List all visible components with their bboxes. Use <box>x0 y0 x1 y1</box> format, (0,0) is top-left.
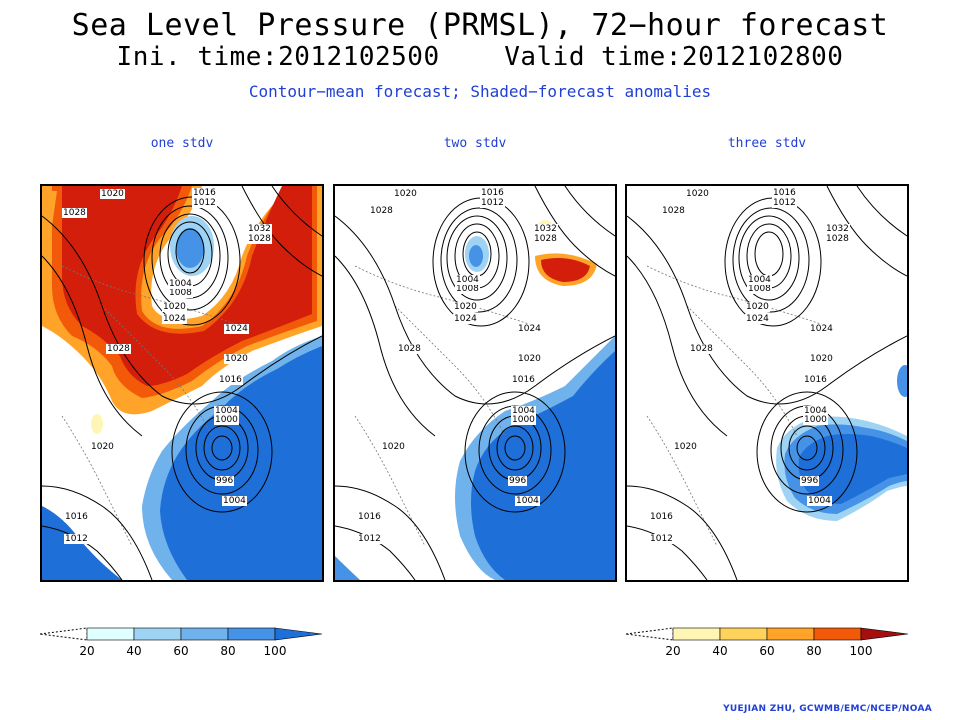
contour-label: 1024 <box>809 324 834 334</box>
contour-label: 1016 <box>480 188 505 198</box>
contour-label: 996 <box>508 476 528 486</box>
contour-label: 1028 <box>62 208 87 218</box>
contour-label: 1028 <box>369 206 394 216</box>
contour-label: 1016 <box>64 512 89 522</box>
contour-label: 1004 <box>511 406 536 416</box>
colorbar-tick: 80 <box>220 644 236 658</box>
colorbar-tick: 40 <box>126 644 142 658</box>
contour-label: 1000 <box>214 415 239 425</box>
contour-label: 1004 <box>803 406 828 416</box>
colorbar-negative: 20 40 60 80 100 <box>40 624 330 664</box>
contour-label: 1004 <box>807 496 832 506</box>
contour-label: 996 <box>215 476 235 486</box>
contour-label: 1024 <box>224 324 249 334</box>
contour-label: 1012 <box>772 198 797 208</box>
colorbar-cell <box>86 627 135 641</box>
contour-label: 1016 <box>772 188 797 198</box>
contour-label: 1016 <box>192 188 217 198</box>
contour-label: 1024 <box>745 314 770 324</box>
contour-label: 1028 <box>106 344 131 354</box>
contour-label: 1020 <box>100 189 125 199</box>
contour-label: 1008 <box>747 284 772 294</box>
contour-label: 1012 <box>357 534 382 544</box>
colorbar-cell <box>766 627 815 641</box>
contour-label: 1000 <box>511 415 536 425</box>
contour-label: 1016 <box>511 375 536 385</box>
contour-label: 1020 <box>745 302 770 312</box>
colorbar-tick: 40 <box>712 644 728 658</box>
contour-label: 1008 <box>455 284 480 294</box>
contour-label: 1012 <box>192 198 217 208</box>
contour-label: 1012 <box>649 534 674 544</box>
contour-label: 1020 <box>673 442 698 452</box>
contour-label: 1020 <box>809 354 834 364</box>
contour-label: 1004 <box>515 496 540 506</box>
contour-label: 1020 <box>517 354 542 364</box>
map-panel-three-stdv: 1020 1016 1012 1028 1032 1028 1008 1004 … <box>625 184 909 582</box>
contour-label: 1028 <box>689 344 714 354</box>
map-panel-one-stdv: 1020 1016 1012 1028 1032 1028 1008 1004 … <box>40 184 324 582</box>
contour-label: 1020 <box>393 189 418 199</box>
contour-label: 1024 <box>453 314 478 324</box>
contour-label: 1004 <box>168 279 193 289</box>
contour-label: 1020 <box>90 442 115 452</box>
contour-label: 1016 <box>357 512 382 522</box>
map-panel-two-stdv: 1020 1016 1012 1028 1032 1028 1008 1004 … <box>333 184 617 582</box>
colorbar-cell <box>274 627 323 641</box>
init-valid-time: Ini. time:2012102500 Valid time:20121028… <box>116 42 844 72</box>
colorbar-cell <box>813 627 862 641</box>
contour-label: 1004 <box>455 275 480 285</box>
colorbar-tick: 60 <box>759 644 775 658</box>
colorbar-cell <box>672 627 721 641</box>
map-title: Sea Level Pressure (PRMSL), 72−hour fore… <box>71 8 889 43</box>
contour-label: 1016 <box>218 375 243 385</box>
contour-label: 1020 <box>381 442 406 452</box>
colorbar-cell <box>860 627 909 641</box>
panel-label-two-stdv: two stdv <box>443 136 507 151</box>
colorbar-tick: 80 <box>806 644 822 658</box>
panel-label-one-stdv: one stdv <box>150 136 214 151</box>
contour-label: 1020 <box>453 302 478 312</box>
map-subtitle: Contour−mean forecast; Shaded−forecast a… <box>248 82 712 101</box>
contour-label: 1016 <box>803 375 828 385</box>
contour-label: 996 <box>800 476 820 486</box>
contour-label: 1004 <box>747 275 772 285</box>
panel-label-three-stdv: three stdv <box>727 136 807 151</box>
contour-label: 1000 <box>803 415 828 425</box>
contour-label: 1032 <box>825 224 850 234</box>
contour-label: 1024 <box>517 324 542 334</box>
colorbar-cell <box>180 627 229 641</box>
contour-label: 1028 <box>825 234 850 244</box>
contour-label: 1028 <box>661 206 686 216</box>
colorbar-tick: 100 <box>849 644 873 658</box>
contour-label: 1004 <box>222 496 247 506</box>
contour-label: 1012 <box>480 198 505 208</box>
contour-label: 1020 <box>162 302 187 312</box>
contour-label: 1008 <box>168 288 193 298</box>
colorbar-cell <box>227 627 276 641</box>
colorbar-cell <box>133 627 182 641</box>
contour-label: 1020 <box>685 189 710 199</box>
contour-label: 1016 <box>649 512 674 522</box>
contour-label: 1032 <box>533 224 558 234</box>
contour-label: 1024 <box>162 314 187 324</box>
colorbar-cell <box>719 627 768 641</box>
contour-label: 1028 <box>247 234 272 244</box>
colorbar-tick: 20 <box>665 644 681 658</box>
colorbar-positive: 20 40 60 80 100 <box>626 624 916 664</box>
contour-label: 1012 <box>64 534 89 544</box>
colorbar-tick: 100 <box>263 644 287 658</box>
colorbar-tick: 60 <box>173 644 189 658</box>
contour-label: 1020 <box>224 354 249 364</box>
contour-label: 1028 <box>533 234 558 244</box>
credit-text: YUEJIAN ZHU, GCWMB/EMC/NCEP/NOAA <box>723 704 932 714</box>
contour-label: 1004 <box>214 406 239 416</box>
colorbar-tick: 20 <box>79 644 95 658</box>
contour-label: 1028 <box>397 344 422 354</box>
contour-label: 1032 <box>247 224 272 234</box>
